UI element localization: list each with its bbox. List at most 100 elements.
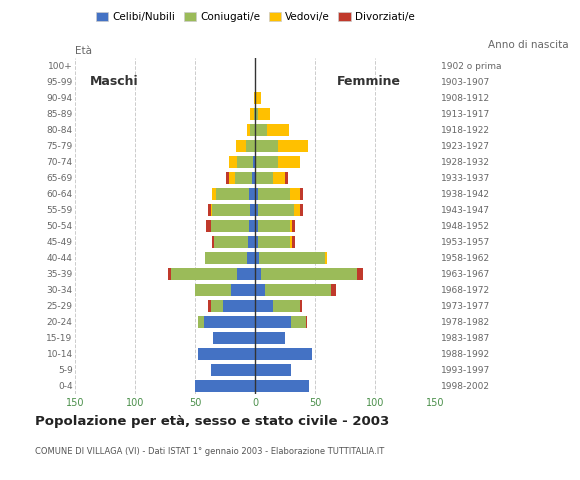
Bar [255, 188, 258, 200]
Bar [273, 172, 285, 184]
Bar [299, 204, 303, 216]
Bar [258, 220, 290, 232]
Bar [255, 300, 273, 312]
Bar [255, 364, 291, 375]
Bar [255, 252, 259, 264]
Bar [211, 364, 255, 375]
Bar [215, 236, 248, 248]
Bar [291, 316, 306, 328]
Bar [237, 156, 253, 168]
Bar [265, 284, 331, 296]
Bar [248, 236, 255, 248]
Bar [255, 156, 256, 168]
Bar [223, 300, 255, 312]
Bar [251, 108, 254, 120]
Bar [195, 380, 255, 392]
Bar [256, 140, 278, 152]
Bar [251, 124, 255, 136]
Text: Femmine: Femmine [337, 75, 401, 88]
Bar [258, 236, 290, 248]
Bar [211, 204, 212, 216]
Bar [195, 284, 231, 296]
Bar [204, 316, 255, 328]
Text: COMUNE DI VILLAGA (VI) - Dati ISTAT 1° gennaio 2003 - Elaborazione TUTTITALIA.IT: COMUNE DI VILLAGA (VI) - Dati ISTAT 1° g… [35, 446, 384, 456]
Bar [331, 284, 335, 296]
Bar [255, 380, 309, 392]
Bar [247, 124, 251, 136]
Bar [290, 220, 292, 232]
Bar [212, 236, 215, 248]
Bar [255, 236, 258, 248]
Bar [212, 188, 216, 200]
Bar [258, 204, 293, 216]
Bar [255, 92, 261, 104]
Bar [251, 204, 255, 216]
Bar [211, 220, 249, 232]
Bar [325, 252, 327, 264]
Text: Età: Età [75, 46, 92, 56]
Bar [254, 108, 255, 120]
Bar [258, 188, 290, 200]
Bar [247, 252, 255, 264]
Text: Maschi: Maschi [89, 75, 138, 88]
Bar [254, 92, 255, 104]
Bar [258, 108, 270, 120]
Bar [278, 140, 308, 152]
Bar [285, 172, 288, 184]
Bar [256, 156, 278, 168]
Bar [198, 348, 255, 360]
Bar [255, 172, 256, 184]
Bar [273, 300, 299, 312]
Bar [235, 172, 252, 184]
Bar [299, 188, 303, 200]
Bar [299, 300, 302, 312]
Bar [255, 332, 285, 344]
Bar [255, 268, 261, 279]
Bar [290, 188, 299, 200]
Text: Popolazione per età, sesso e stato civile - 2003: Popolazione per età, sesso e stato civil… [35, 415, 389, 428]
Bar [205, 252, 247, 264]
Bar [229, 172, 235, 184]
Bar [255, 124, 267, 136]
Bar [216, 188, 249, 200]
Bar [237, 268, 255, 279]
Bar [357, 268, 363, 279]
Bar [213, 332, 255, 344]
Bar [292, 236, 295, 248]
Bar [255, 204, 258, 216]
Bar [256, 172, 273, 184]
Bar [255, 316, 291, 328]
Text: Anno di nascita: Anno di nascita [488, 40, 568, 50]
Bar [259, 252, 325, 264]
Bar [226, 172, 229, 184]
Bar [212, 204, 251, 216]
Bar [208, 300, 211, 312]
Bar [168, 268, 171, 279]
Bar [252, 172, 255, 184]
Bar [206, 220, 211, 232]
Bar [255, 220, 258, 232]
Bar [253, 156, 255, 168]
Bar [255, 108, 258, 120]
Legend: Celibi/Nubili, Coniugati/e, Vedovi/e, Divorziati/e: Celibi/Nubili, Coniugati/e, Vedovi/e, Di… [92, 8, 419, 26]
Bar [198, 316, 204, 328]
Bar [229, 156, 237, 168]
Bar [261, 268, 357, 279]
Bar [306, 316, 307, 328]
Bar [249, 188, 255, 200]
Bar [267, 124, 289, 136]
Bar [292, 220, 295, 232]
Bar [255, 284, 265, 296]
Bar [208, 204, 211, 216]
Bar [293, 204, 299, 216]
Bar [171, 268, 237, 279]
Bar [255, 348, 311, 360]
Bar [255, 76, 256, 88]
Bar [231, 284, 255, 296]
Bar [236, 140, 245, 152]
Bar [278, 156, 299, 168]
Bar [290, 236, 292, 248]
Bar [211, 300, 223, 312]
Bar [255, 140, 256, 152]
Bar [249, 220, 255, 232]
